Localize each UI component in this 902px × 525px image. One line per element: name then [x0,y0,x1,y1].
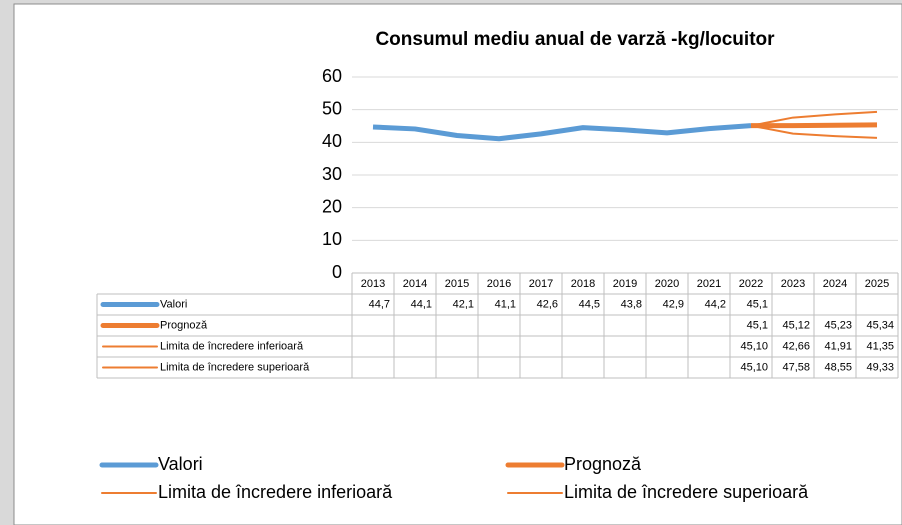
series-line [750,124,878,139]
legend-label: Limita de încredere superioară [564,482,809,502]
x-tick-label: 2013 [361,278,385,290]
x-tick-label: 2016 [487,278,511,290]
table-value: 47,58 [782,361,810,373]
table-value: 41,1 [495,298,516,310]
table-value: 48,55 [824,361,852,373]
y-tick-label: 30 [322,164,342,184]
legend-label: Valori [158,454,203,474]
table-row-label: Valori [160,298,187,310]
x-tick-label: 2025 [865,278,889,290]
x-tick-label: 2020 [655,278,679,290]
y-tick-label: 50 [322,98,342,118]
y-tick-label: 10 [322,229,342,249]
table-row-label: Limita de încredere inferioară [160,340,304,352]
table-value: 44,1 [411,298,432,310]
x-tick-label: 2023 [781,278,805,290]
table-value: 45,12 [782,319,810,331]
table-value: 45,10 [740,340,768,352]
legend-label: Prognoză [564,454,642,474]
table-value: 45,23 [824,319,852,331]
x-tick-label: 2018 [571,278,595,290]
x-tick-label: 2017 [529,278,553,290]
table-value: 45,1 [747,319,768,331]
table-row-label: Limita de încredere superioară [160,361,310,373]
table-value: 42,66 [782,340,810,352]
table-value: 44,7 [369,298,390,310]
y-tick-label: 20 [322,196,342,216]
table-value: 41,35 [866,340,894,352]
series-line [750,110,878,127]
table-value: 45,34 [866,319,894,331]
x-tick-label: 2021 [697,278,721,290]
table-value: 43,8 [621,298,642,310]
x-tick-label: 2024 [823,278,847,290]
legend-label: Limita de încredere inferioară [158,482,393,502]
x-tick-label: 2022 [739,278,763,290]
series-line [750,122,878,129]
y-tick-label: 0 [332,262,342,282]
table-value: 42,1 [453,298,474,310]
y-tick-label: 60 [322,66,342,86]
table-value: 42,6 [537,298,558,310]
x-tick-label: 2015 [445,278,469,290]
x-tick-label: 2019 [613,278,637,290]
table-value: 41,91 [824,340,852,352]
table-value: 44,2 [705,298,726,310]
x-tick-label: 2014 [403,278,427,290]
table-row-label: Prognoză [160,319,208,331]
table-value: 45,10 [740,361,768,373]
chart-area [13,3,902,525]
y-tick-label: 40 [322,131,342,151]
table-value: 45,1 [747,298,768,310]
series-line [372,123,752,142]
table-value: 42,9 [663,298,684,310]
table-value: 44,5 [579,298,600,310]
table-value: 49,33 [866,361,894,373]
chart-title: Consumul mediu anual de varză -kg/locuit… [375,29,775,50]
